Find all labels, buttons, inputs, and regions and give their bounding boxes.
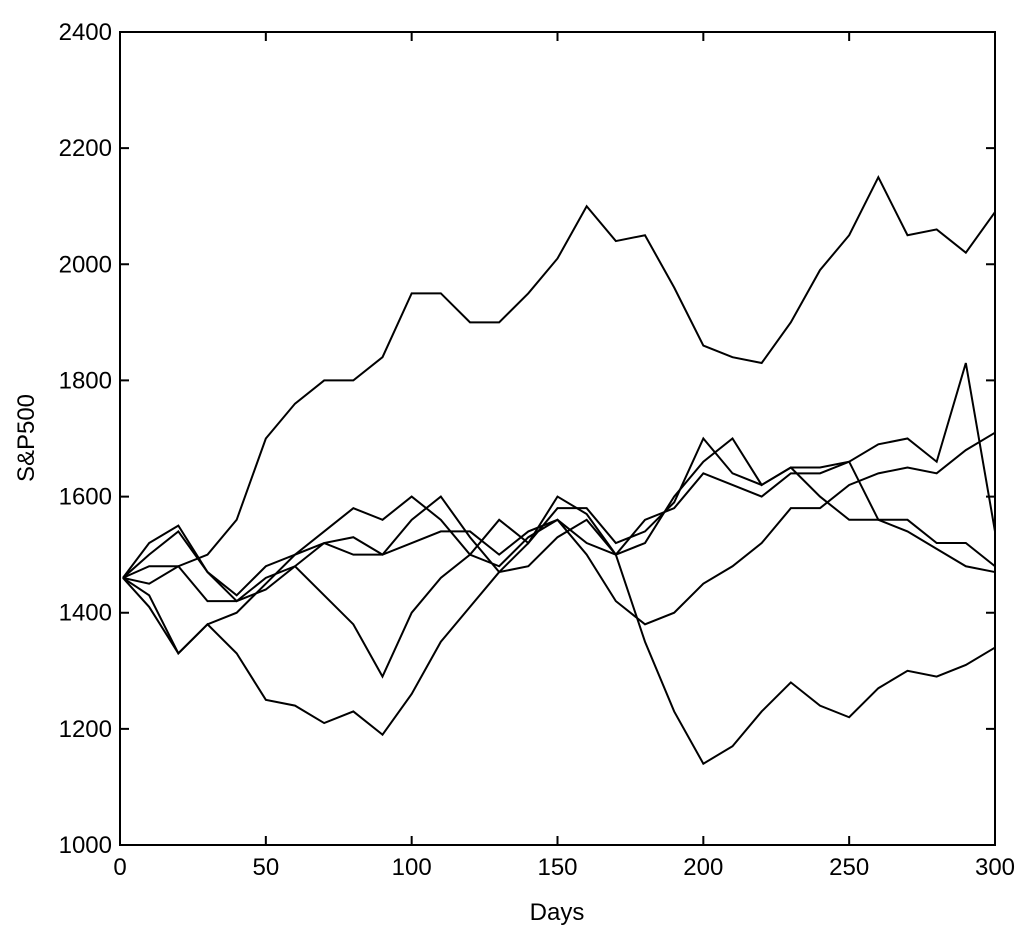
- plot-frame: [119, 31, 996, 846]
- x-tick-label: 100: [392, 854, 432, 881]
- x-tick-label: 50: [252, 854, 279, 881]
- y-tick-label: 2400: [59, 19, 112, 46]
- x-axis-label: Days: [530, 899, 585, 926]
- x-tick-label: 150: [537, 854, 577, 881]
- y-axis-label: S&P500: [13, 394, 40, 482]
- x-tick-label: 0: [113, 854, 126, 881]
- y-tick-label: 1800: [59, 367, 112, 394]
- y-tick-label: 2200: [59, 135, 112, 162]
- y-tick-label: 1200: [59, 716, 112, 743]
- x-tick-label: 250: [829, 854, 869, 881]
- y-tick-label: 1600: [59, 484, 112, 511]
- series-line: [122, 460, 996, 603]
- series-line: [122, 518, 996, 766]
- y-tick-label: 1000: [59, 832, 112, 859]
- x-tick-label: 200: [683, 854, 723, 881]
- x-tick-label: 300: [975, 854, 1015, 881]
- y-tick-label: 1400: [59, 600, 112, 627]
- series-line: [122, 436, 996, 656]
- series-line: [122, 174, 996, 585]
- y-tick-label: 2000: [59, 251, 112, 278]
